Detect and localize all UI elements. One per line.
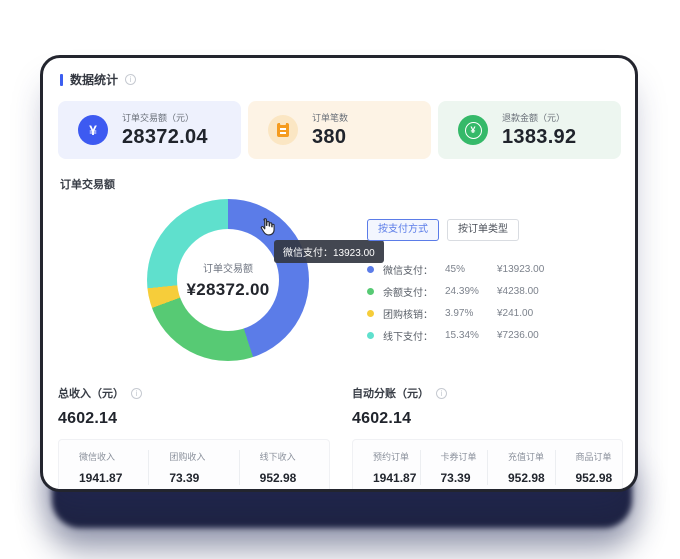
order-clipboard-icon bbox=[268, 115, 298, 145]
stat-value: 1383.92 bbox=[502, 126, 577, 148]
total-income-card: 总收入（元） 4602.14 微信收入 1941.87 团购收入 73.39 线… bbox=[58, 385, 330, 489]
stat-label: 订单交易额（元） bbox=[122, 113, 195, 123]
bottom-cards-row: 总收入（元） 4602.14 微信收入 1941.87 团购收入 73.39 线… bbox=[58, 385, 623, 489]
stat-card-order-count: 订单笔数 380 bbox=[248, 101, 431, 159]
substat-value: 952.98 bbox=[259, 471, 297, 485]
card-value: 4602.14 bbox=[58, 410, 118, 427]
substat-value: 1941.87 bbox=[373, 471, 417, 485]
substat-wechat-income: 微信收入 1941.87 bbox=[59, 450, 148, 485]
legend-dot bbox=[367, 265, 374, 273]
substat-groupbuy-income: 团购收入 73.39 bbox=[148, 450, 238, 485]
auto-split-card: 自动分账（元） 4602.14 预约订单 1941.87 卡券订单 73.39 … bbox=[352, 385, 623, 489]
legend-name: 余额支付： bbox=[383, 287, 433, 299]
hand-cursor-icon bbox=[260, 218, 275, 236]
chart-tabs: 按支付方式 按订单类型 bbox=[367, 219, 519, 241]
legend-name: 团购核销： bbox=[383, 309, 433, 321]
substat-reservation-orders: 预约订单 1941.87 bbox=[353, 450, 420, 485]
legend-item-offline-pay[interactable]: 线下支付： 15.34% ¥7236.00 bbox=[367, 324, 544, 346]
info-icon[interactable] bbox=[131, 387, 142, 399]
legend-item-groupbuy-redeem[interactable]: 团购核销： 3.97% ¥241.00 bbox=[367, 302, 544, 324]
page-title: 数据统计 bbox=[70, 73, 119, 87]
info-icon[interactable] bbox=[125, 74, 137, 85]
legend-dot bbox=[367, 287, 374, 295]
card-value: 4602.14 bbox=[352, 410, 412, 427]
donut-center: 订单交易额 ¥28372.00 bbox=[177, 229, 279, 331]
stat-label: 订单笔数 bbox=[312, 113, 349, 123]
substat-coupon-orders: 卡券订单 73.39 bbox=[419, 450, 488, 485]
substat-label: 充值订单 bbox=[508, 452, 545, 462]
chart-section-title: 订单交易额 bbox=[60, 179, 115, 191]
card-title: 总收入（元） bbox=[58, 388, 124, 400]
legend-percent: 24.39% bbox=[445, 285, 479, 297]
legend-amount: ¥7236.00 bbox=[497, 329, 539, 341]
panel-header: 数据统计 bbox=[60, 71, 635, 88]
substat-label: 微信收入 bbox=[79, 452, 116, 462]
title-accent-bar bbox=[60, 73, 63, 86]
stat-value: 380 bbox=[312, 126, 347, 148]
legend-percent: 3.97% bbox=[445, 307, 474, 319]
legend-dot bbox=[367, 331, 374, 339]
info-icon[interactable] bbox=[436, 387, 447, 399]
legend-item-balance-pay[interactable]: 余额支付： 24.39% ¥4238.00 bbox=[367, 280, 544, 302]
donut-chart[interactable]: 订单交易额 ¥28372.00 bbox=[147, 199, 309, 361]
stat-card-refund-amount: 退款金额（元） 1383.92 bbox=[438, 101, 621, 159]
chart-legend: 微信支付： 45% ¥13923.00 余额支付： 24.39% ¥4238.0… bbox=[367, 258, 544, 346]
tab-by-payment-method[interactable]: 按支付方式 bbox=[367, 219, 439, 241]
substat-value: 1941.87 bbox=[79, 471, 123, 485]
stat-value: 28372.04 bbox=[122, 126, 208, 148]
substat-value: 73.39 bbox=[440, 471, 471, 485]
card-title: 自动分账（元） bbox=[352, 388, 429, 400]
money-yen-icon bbox=[78, 115, 108, 145]
substat-value: 952.98 bbox=[508, 471, 545, 485]
legend-amount: ¥13923.00 bbox=[497, 263, 545, 275]
legend-name: 微信支付： bbox=[383, 265, 433, 277]
legend-dot bbox=[367, 309, 374, 317]
substat-label: 卡券订单 bbox=[440, 452, 477, 462]
substat-label: 线下收入 bbox=[259, 452, 296, 462]
substats-panel: 预约订单 1941.87 卡券订单 73.39 充值订单 952.98 商品订单… bbox=[352, 439, 623, 489]
substat-label: 商品订单 bbox=[575, 452, 612, 462]
substats-panel: 微信收入 1941.87 团购收入 73.39 线下收入 952.98 bbox=[58, 439, 330, 489]
chart-tooltip: 微信支付：13923.00 bbox=[274, 240, 384, 263]
donut-center-value: ¥28372.00 bbox=[186, 280, 270, 299]
tab-by-order-type[interactable]: 按订单类型 bbox=[447, 219, 519, 241]
stats-panel: 数据统计 订单交易额（元） 28372.04 订单笔数 380 bbox=[40, 55, 638, 492]
legend-percent: 15.34% bbox=[445, 329, 479, 341]
stat-cards-row: 订单交易额（元） 28372.04 订单笔数 380 退款金额（元） 1383.… bbox=[58, 101, 621, 159]
legend-amount: ¥241.00 bbox=[497, 307, 534, 319]
substat-label: 团购收入 bbox=[169, 452, 206, 462]
stat-label: 退款金额（元） bbox=[502, 113, 566, 123]
donut-center-label: 订单交易额 bbox=[203, 264, 253, 275]
substat-offline-income: 线下收入 952.98 bbox=[238, 450, 329, 485]
refund-icon bbox=[458, 115, 488, 145]
substat-value: 73.39 bbox=[169, 471, 200, 485]
legend-amount: ¥4238.00 bbox=[497, 285, 539, 297]
legend-name: 线下支付： bbox=[383, 331, 433, 343]
legend-percent: 45% bbox=[445, 263, 466, 275]
substat-value: 952.98 bbox=[575, 471, 613, 485]
legend-item-wechat-pay[interactable]: 微信支付： 45% ¥13923.00 bbox=[367, 258, 544, 280]
substat-label: 预约订单 bbox=[373, 452, 410, 462]
substat-recharge-orders: 充值订单 952.98 bbox=[487, 450, 555, 485]
substat-product-orders: 商品订单 952.98 bbox=[554, 450, 623, 485]
stat-card-transaction-amount: 订单交易额（元） 28372.04 bbox=[58, 101, 241, 159]
